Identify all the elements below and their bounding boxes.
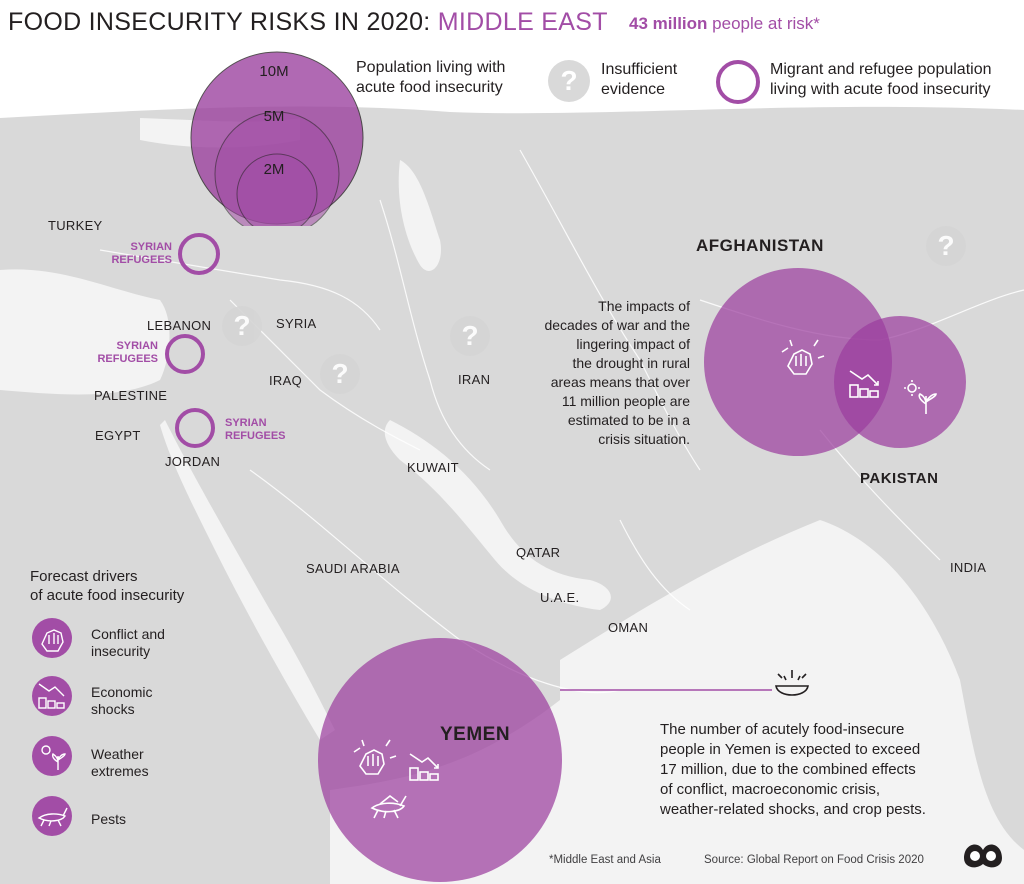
driver-label-pests: Pests — [91, 811, 127, 827]
country-label-palestine: PALESTINE — [94, 388, 168, 403]
country-label-india: INDIA — [950, 560, 987, 575]
driver-label-economic: Economic shocks — [91, 684, 153, 717]
yemen-note: The number of acutely food-insecure peop… — [660, 721, 926, 818]
driver-label-weather: Weather extremes — [91, 746, 149, 779]
subtitle-rest: people at risk* — [712, 14, 820, 33]
question-mark-icon: ? — [926, 226, 966, 266]
empty-bowl-icon — [775, 670, 809, 696]
mediterranean-sea — [0, 269, 170, 395]
country-label-jordan: JORDAN — [165, 454, 221, 469]
publisher-logo-icon — [964, 844, 1002, 868]
title-region: MIDDLE EAST — [437, 8, 608, 36]
question-mark-icon: ? — [450, 316, 490, 356]
afghanistan-note: The impacts of decades of war and the li… — [544, 298, 690, 447]
economic-decline-icon — [32, 676, 72, 716]
weather-sun-plant-icon — [32, 736, 72, 776]
ring-label-2m: 2M — [264, 161, 285, 178]
legend-insufficient-label: Insufficient evidence — [601, 61, 678, 98]
ring-label-5m: 5M — [264, 108, 285, 125]
locust-icon — [370, 794, 407, 819]
drivers-title: Forecast drivers of acute food insecurit… — [30, 568, 185, 604]
page-title: FOOD INSECURITY RISKS IN 2020: MIDDLE EA… — [8, 8, 608, 37]
refugee-label-turkey: SYRIAN REFUGEES — [111, 241, 172, 266]
title-main: FOOD INSECURITY RISKS IN 2020: — [8, 8, 431, 36]
yemen-bubble — [318, 638, 562, 882]
migrant-ring-icon — [716, 60, 760, 104]
yemen-connector — [560, 670, 809, 696]
economic-decline-icon — [409, 753, 439, 781]
conflict-fist-icon — [781, 339, 825, 375]
ring-label-10m: 10M — [259, 63, 288, 80]
weather-sun-plant-icon — [904, 380, 937, 414]
country-label-egypt: EGYPT — [95, 428, 141, 443]
question-mark-icon: ? — [320, 354, 360, 394]
question-mark-icon: ? — [222, 306, 262, 346]
pakistan-bubble — [834, 316, 966, 448]
question-mark-icon: ? — [548, 60, 590, 102]
refugee-label-lebanon: SYRIAN REFUGEES — [97, 340, 158, 365]
country-label-iran: IRAN — [458, 372, 491, 387]
persian-gulf — [384, 420, 611, 610]
driver-label-conflict: Conflict and insecurity — [91, 626, 165, 659]
country-label-qatar: QATAR — [516, 545, 561, 560]
country-label-yemen: YEMEN — [440, 724, 511, 745]
country-label-afghanistan: AFGHANISTAN — [696, 236, 824, 255]
country-label-saudi-arabia: SAUDI ARABIA — [306, 561, 400, 576]
yemen-bubble-group — [318, 638, 562, 882]
country-label-turkey: TURKEY — [48, 218, 103, 233]
conflict-fist-icon — [353, 739, 397, 775]
locust-icon — [32, 796, 72, 836]
conflict-fist-icon — [32, 618, 72, 658]
subtitle: 43 million people at risk* — [629, 14, 820, 34]
refugee-ring-jordan — [175, 408, 215, 448]
caspian-sea — [398, 160, 441, 271]
country-label-kuwait: KUWAIT — [407, 460, 459, 475]
economic-decline-icon — [849, 370, 879, 398]
country-label-pakistan: PAKISTAN — [860, 470, 939, 487]
arabian-sea — [560, 520, 1024, 884]
refugee-ring-turkey — [178, 233, 220, 275]
red-sea — [160, 420, 335, 740]
source-note: Source: Global Report on Food Crisis 202… — [704, 854, 924, 866]
country-label-uae: U.A.E. — [540, 590, 580, 605]
country-label-syria: SYRIA — [276, 316, 317, 331]
afghanistan-pakistan-bubbles — [704, 268, 966, 456]
subtitle-highlight: 43 million — [629, 14, 708, 33]
country-label-lebanon: LEBANON — [147, 318, 212, 333]
country-label-oman: OMAN — [608, 620, 649, 635]
refugee-label-jordan: SYRIAN REFUGEES — [225, 417, 286, 442]
refugee-ring-lebanon — [165, 334, 205, 374]
country-label-iraq: IRAQ — [269, 373, 302, 388]
legend-population-label: Population living with acute food insecu… — [356, 59, 506, 96]
footnote: *Middle East and Asia — [549, 854, 661, 866]
population-size-legend: 10M 5M 2M — [190, 51, 364, 226]
legend-migrant-label: Migrant and refugee population living wi… — [770, 61, 992, 98]
